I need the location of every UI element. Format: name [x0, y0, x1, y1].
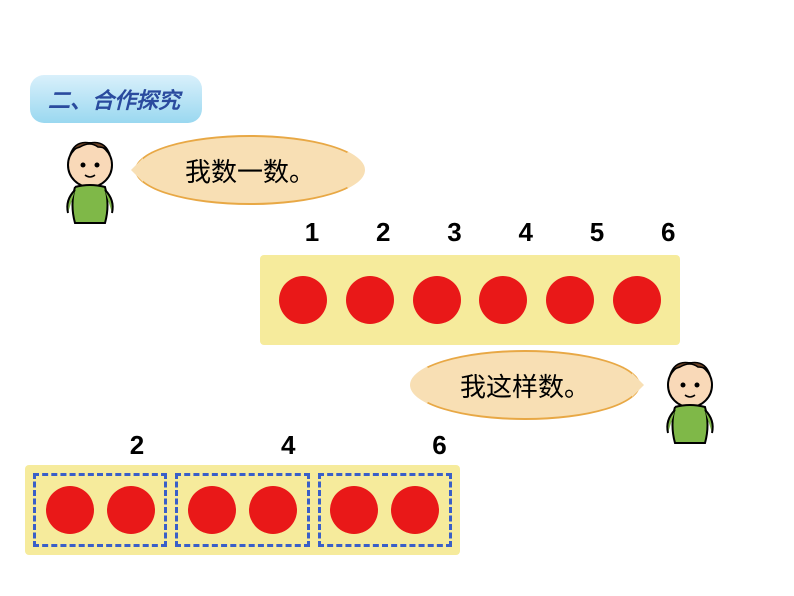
red-dot [346, 276, 394, 324]
number-label: 1 [280, 217, 344, 248]
number-label: 2 [105, 430, 169, 461]
speech-bubble-2-text: 我这样数。 [460, 367, 590, 404]
dot-box-2 [25, 465, 460, 555]
boy-icon [650, 355, 730, 445]
number-row-2: 2 4 6 [105, 430, 551, 461]
boy-icon [50, 135, 130, 225]
red-dot [46, 486, 94, 534]
red-dot [546, 276, 594, 324]
number-label: 4 [494, 217, 558, 248]
red-dot [330, 486, 378, 534]
number-label: 5 [565, 217, 629, 248]
red-dot [107, 486, 155, 534]
red-dot [279, 276, 327, 324]
red-dot [413, 276, 461, 324]
red-dot [391, 486, 439, 534]
number-label: 4 [256, 430, 320, 461]
boy-left-illustration [50, 135, 130, 225]
number-label: 2 [351, 217, 415, 248]
section-label-text: 二、合作探究 [48, 88, 180, 113]
speech-bubble-1: 我数一数。 [135, 135, 365, 205]
number-row-1: 1 2 3 4 5 6 [280, 217, 700, 248]
number-label: 6 [407, 430, 471, 461]
red-dot [479, 276, 527, 324]
number-label: 6 [636, 217, 700, 248]
speech-bubble-2: 我这样数。 [410, 350, 640, 420]
speech-bubble-1-text: 我数一数。 [185, 152, 315, 189]
dashed-group [318, 473, 452, 547]
dot-box-1 [260, 255, 680, 345]
section-label: 二、合作探究 [30, 75, 202, 123]
red-dot [188, 486, 236, 534]
boy-right-illustration [650, 355, 730, 445]
number-label: 3 [422, 217, 486, 248]
dashed-group [33, 473, 167, 547]
dashed-group [175, 473, 309, 547]
red-dot [249, 486, 297, 534]
red-dot [613, 276, 661, 324]
